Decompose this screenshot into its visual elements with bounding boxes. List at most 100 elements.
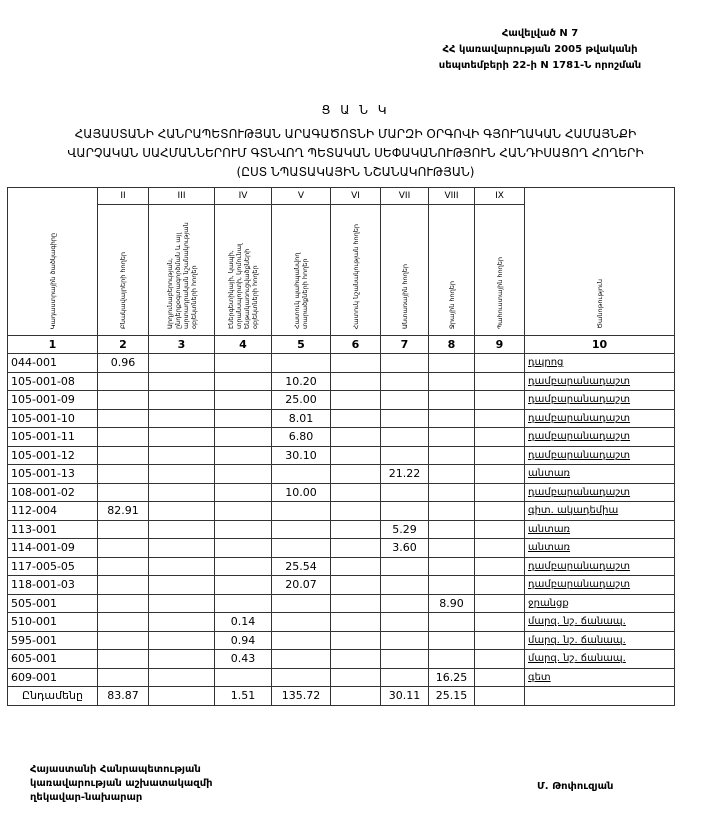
column-header-label: Անտառային հողեր — [400, 264, 409, 329]
table-row: 510-001 0.14 մարզ. նշ. ճանապ. — [7, 612, 675, 632]
area-cell — [380, 482, 429, 502]
area-cell — [148, 464, 215, 484]
area-cell — [474, 464, 525, 484]
area-cell: 0.96 — [97, 353, 149, 373]
note-cell: անտառ — [524, 538, 675, 558]
area-cell — [97, 630, 149, 650]
area-cell — [330, 353, 381, 373]
column-header: Հատուկ պահպանվող տարածքների հողեր — [271, 204, 331, 336]
area-cell — [97, 612, 149, 632]
area-cell: 16.25 — [428, 667, 475, 687]
total-row: Ընդամենը 83.87 1.51 135.72 30.11 25.15 — [7, 686, 675, 706]
area-cell — [474, 593, 525, 613]
area-cell — [380, 427, 429, 447]
area-cell — [97, 371, 149, 391]
table-row: 113-001 5.29 անտառ — [7, 519, 675, 539]
area-cell — [428, 464, 475, 484]
area-cell — [474, 575, 525, 595]
note-cell: դամբարանադաշտ — [524, 445, 675, 465]
header-row: Բնակավայրերի հողեր Արդյունաբերության, ընդ… — [8, 204, 675, 336]
area-cell — [474, 427, 525, 447]
note-cell: դամբարանադաշտ — [524, 427, 675, 447]
note-cell — [524, 686, 675, 706]
area-cell — [97, 575, 149, 595]
note-cell: դամբարանադաշտ — [524, 390, 675, 410]
area-cell — [214, 519, 272, 539]
document-heading: ՀԱՅԱՍՏԱՆԻ ՀԱՆՐԱՊԵՏՈՒԹՅԱՆ ԱՐԱԳԱԾՈՏՆԻ ՄԱՐԶ… — [0, 125, 711, 182]
annex-reference: Հավելված N 7 ՀՀ կառավարության 2005 թվակա… — [420, 26, 660, 74]
roman-numeral: VI — [330, 187, 381, 205]
table-row: 105-001-13 21.22 անտառ — [7, 464, 675, 484]
area-cell — [330, 649, 381, 669]
area-cell: 6.80 — [271, 427, 331, 447]
area-cell: 25.15 — [428, 686, 475, 706]
area-cell — [428, 519, 475, 539]
area-cell — [214, 538, 272, 558]
area-cell — [271, 538, 331, 558]
signatory-title: Հայաստանի Հանրապետության կառավարության ա… — [30, 763, 213, 805]
cadastral-code: 105-001-09 — [7, 390, 98, 410]
column-number: 1 — [7, 335, 98, 354]
cadastral-code: Ընդամենը — [7, 686, 98, 706]
area-cell — [474, 538, 525, 558]
area-cell — [271, 612, 331, 632]
signatory-line-2: կառավարության աշխատակազմի — [30, 778, 213, 789]
area-cell — [214, 556, 272, 576]
area-cell — [148, 538, 215, 558]
column-header: Ծանոթություն — [524, 187, 675, 336]
area-cell — [380, 501, 429, 521]
area-cell: 30.11 — [380, 686, 429, 706]
area-cell — [271, 630, 331, 650]
area-cell: 25.00 — [271, 390, 331, 410]
area-cell — [380, 371, 429, 391]
area-cell — [214, 482, 272, 502]
column-header-label: Հատուկ նշանակության հողեր — [351, 223, 360, 329]
area-cell — [330, 612, 381, 632]
note-cell: դամբարանադաշտ — [524, 575, 675, 595]
cadastral-code: 105-001-08 — [7, 371, 98, 391]
area-cell — [97, 556, 149, 576]
area-cell — [214, 371, 272, 391]
column-header-label: Արդյունաբերության, ընդերքօգտագործման և ա… — [165, 222, 198, 329]
note-cell: դամբարանադաշտ — [524, 556, 675, 576]
area-cell: 0.43 — [214, 649, 272, 669]
area-cell — [474, 501, 525, 521]
area-cell — [474, 408, 525, 428]
area-cell — [214, 408, 272, 428]
area-cell: 10.00 — [271, 482, 331, 502]
roman-header-row: Կադաստրային ծածկագիրը II III IV V VI VII VIII IX… — [7, 187, 675, 336]
area-cell — [428, 649, 475, 669]
area-cell — [148, 630, 215, 650]
area-cell — [97, 667, 149, 687]
area-cell — [97, 538, 149, 558]
area-cell — [271, 667, 331, 687]
table-row: 118-001-03 20.07 դամբարանադաշտ — [7, 575, 675, 595]
column-number: 9 — [474, 335, 525, 354]
area-cell — [428, 445, 475, 465]
column-header-label: Կադաստրային ծածկագիրը — [48, 232, 57, 329]
cadastral-code: 609-001 — [7, 667, 98, 687]
area-cell — [330, 630, 381, 650]
cadastral-code: 105-001-13 — [7, 464, 98, 484]
land-table: Կադաստրային ծածկագիրը II III IV V VI VII VIII IX… — [7, 187, 675, 706]
area-cell — [474, 445, 525, 465]
note-cell: գետ — [524, 667, 675, 687]
cadastral-code: 105-001-10 — [7, 408, 98, 428]
cadastral-code: 505-001 — [7, 593, 98, 613]
table-row: 105-001-11 6.80 դամբարանադաշտ — [7, 427, 675, 447]
area-cell: 25.54 — [271, 556, 331, 576]
table-row: 112-004 82.91 գիտ. ակադեմիա — [7, 501, 675, 521]
area-cell — [428, 501, 475, 521]
area-cell — [474, 612, 525, 632]
area-cell — [428, 612, 475, 632]
column-header: Հատուկ նշանակության հողեր — [330, 204, 381, 336]
area-cell: 8.90 — [428, 593, 475, 613]
area-cell: 0.14 — [214, 612, 272, 632]
annex-line-2: ՀՀ կառավարության 2005 թվականի — [442, 44, 638, 55]
area-cell — [148, 593, 215, 613]
area-cell — [148, 427, 215, 447]
column-number: 2 — [97, 335, 149, 354]
area-cell: 5.29 — [380, 519, 429, 539]
area-cell — [330, 593, 381, 613]
area-cell — [271, 501, 331, 521]
